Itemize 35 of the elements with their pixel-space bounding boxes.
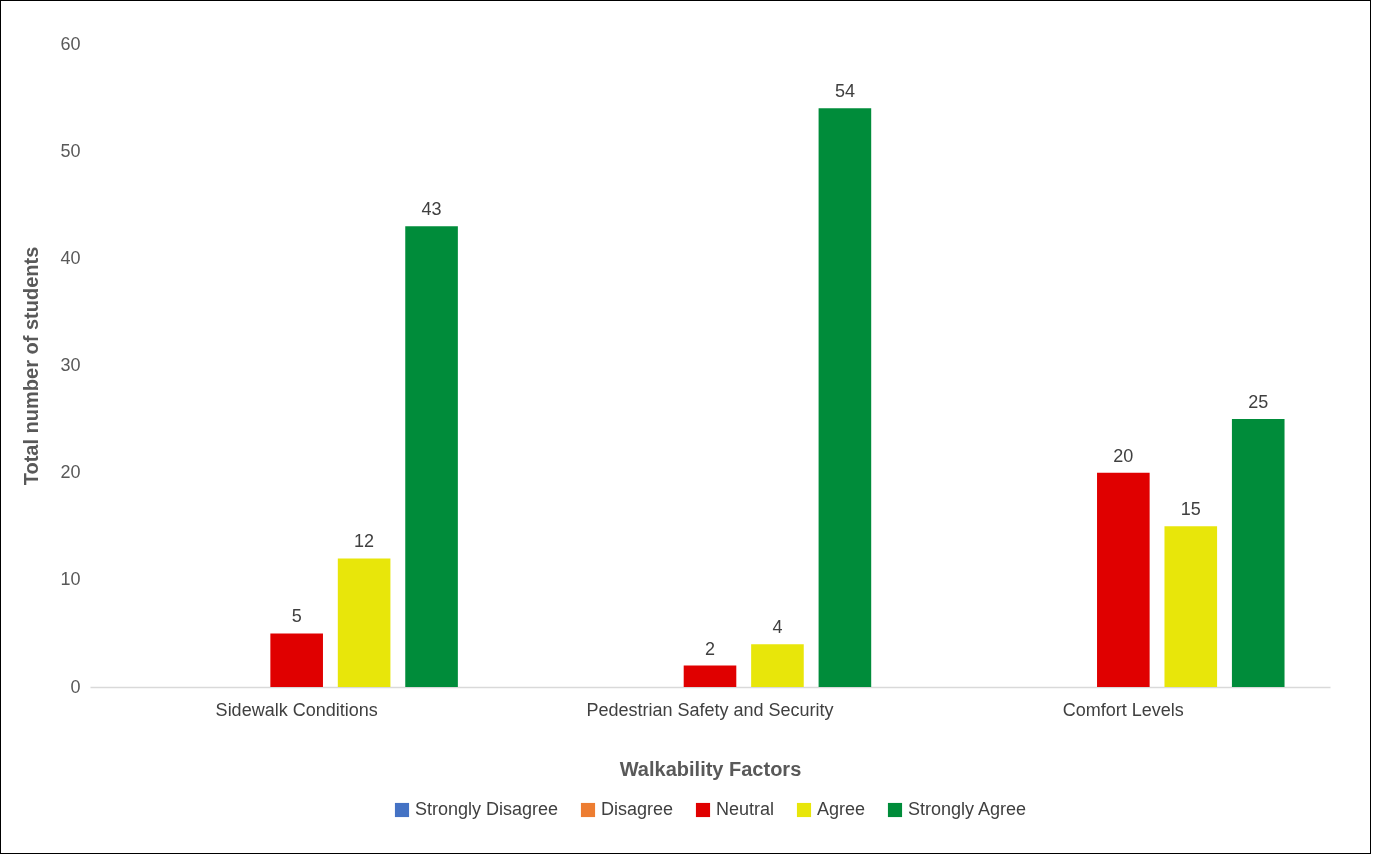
y-tick-label: 20 [60,462,81,483]
bar [337,558,391,687]
y-axis-title: Total number of students [20,246,43,486]
y-tick-label: 30 [60,355,81,375]
bar [1231,419,1285,687]
data-label: 4 [772,617,783,638]
data-label: 43 [421,199,442,220]
x-tick-label: Sidewalk Conditions [215,699,378,720]
x-axis-title: Walkability Factors [619,757,802,780]
y-tick-label: 0 [70,676,81,697]
bar [818,108,872,687]
data-label: 2 [704,638,716,659]
legend-label: Agree [817,799,866,819]
data-label: 15 [1180,499,1201,520]
bar [405,226,458,687]
data-label: 12 [354,531,375,552]
y-tick-label: 60 [60,33,81,54]
data-label: 20 [1113,445,1134,466]
legend-label: Strongly Disagree [415,799,559,819]
bar [270,633,323,687]
bar [683,665,737,687]
data-label: 5 [291,606,302,627]
y-tick-label: 50 [60,140,81,161]
legend-label: Neutral [716,799,775,819]
legend-label: Strongly Agree [908,799,1027,819]
bar [1097,472,1150,687]
data-label: 54 [834,81,855,102]
bar [751,644,804,687]
bar [1164,526,1218,687]
data-label: 25 [1248,392,1269,413]
y-tick-label: 10 [60,569,81,590]
x-tick-label: Pedestrian Safety and Security [586,699,834,720]
y-tick-label: 40 [60,247,81,268]
legend-label: Disagree [601,799,674,819]
x-tick-label: Comfort Levels [1062,699,1184,720]
